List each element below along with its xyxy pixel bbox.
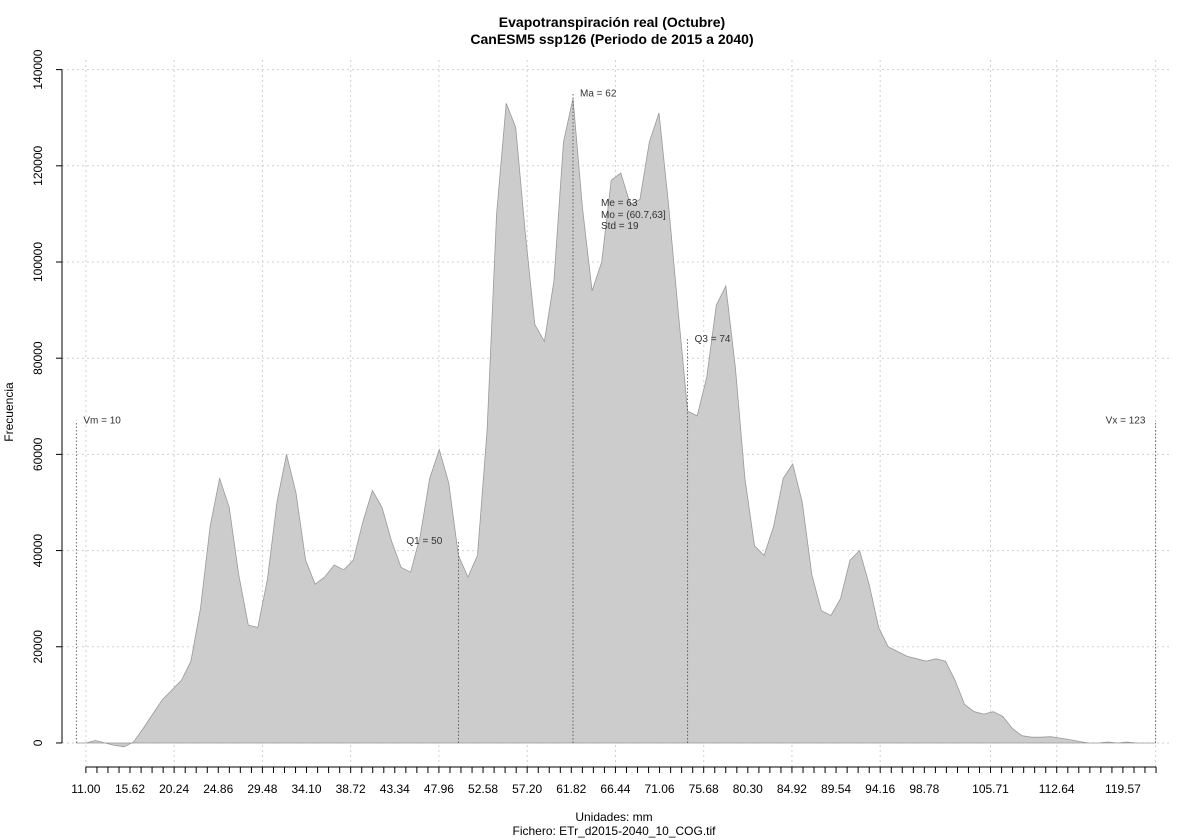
y-tick-label: 80000 — [31, 341, 45, 375]
y-axis-label: Frecuencia — [2, 382, 16, 442]
area-layer — [76, 98, 1156, 748]
x-axis-label: Unidades: mm — [575, 810, 652, 824]
stats-annotation: Me = 63 Mo = (60.7,63] Std = 19 — [601, 198, 666, 232]
frequency-area — [76, 98, 1156, 748]
marker-label: Q3 = 74 — [695, 334, 731, 345]
y-tick-label: 100000 — [31, 242, 45, 282]
marker-layer: Vm = 10 Vx = 123 Q1 = 50 Ma = 62 Q3 = 74 — [75, 89, 1157, 743]
y-tick-label: 60000 — [31, 437, 45, 471]
x-tick-label: 20.24 — [159, 782, 189, 796]
marker-label: Ma = 62 — [580, 89, 617, 100]
x-tick-label: 29.48 — [247, 782, 277, 796]
y-tick-label: 40000 — [31, 534, 45, 568]
x-tick-label: 75.68 — [689, 782, 719, 796]
x-tick-label: 52.58 — [468, 782, 498, 796]
x-tick-label: 57.20 — [512, 782, 542, 796]
x-tick-label: 98.78 — [909, 782, 939, 796]
x-tick-label: 15.62 — [115, 782, 145, 796]
marker-label: Vx = 123 — [1106, 416, 1146, 427]
x-tick-label: 94.16 — [865, 782, 895, 796]
x-tick-label: 34.10 — [292, 782, 322, 796]
chart-subtitle: CanESM5 ssp126 (Periodo de 2015 a 2040) — [470, 31, 753, 47]
marker-label: Vm = 10 — [83, 416, 121, 427]
mode-label: Mo = (60.7,63] — [601, 210, 666, 221]
x-tick-label: 47.96 — [424, 782, 454, 796]
median-label: Me = 63 — [601, 198, 638, 209]
std-label: Std = 19 — [601, 221, 639, 232]
x-tick-label: 89.54 — [821, 782, 851, 796]
x-tick-label: 112.64 — [1039, 782, 1075, 796]
x-tick-label: 24.86 — [203, 782, 233, 796]
x-tick-label: 84.92 — [777, 782, 807, 796]
x-tick-label: 105.71 — [972, 782, 1009, 796]
x-tick-label: 11.00 — [71, 782, 100, 796]
y-tick-label: 140000 — [31, 49, 45, 89]
x-tick-label: 61.82 — [556, 782, 586, 796]
x-tick-label: 38.72 — [336, 782, 366, 796]
file-caption: Fichero: ETr_d2015-2040_10_COG.tif — [513, 824, 717, 838]
axis-layer: 0 20000 40000 60000 80000 100000 120000 140000 1… — [31, 49, 1157, 796]
marker-label: Q1 = 50 — [406, 536, 442, 547]
x-tick-label: 66.44 — [600, 782, 630, 796]
x-tick-label: 71.06 — [645, 782, 675, 796]
x-tick-label: 119.57 — [1105, 782, 1141, 796]
y-tick-label: 20000 — [31, 630, 45, 664]
x-tick-label: 80.30 — [733, 782, 763, 796]
y-tick-label: 0 — [31, 739, 45, 746]
chart-title: Evapotranspiración real (Octubre) — [499, 14, 725, 30]
x-tick-label: 43.34 — [380, 782, 410, 796]
y-tick-label: 120000 — [31, 145, 45, 185]
